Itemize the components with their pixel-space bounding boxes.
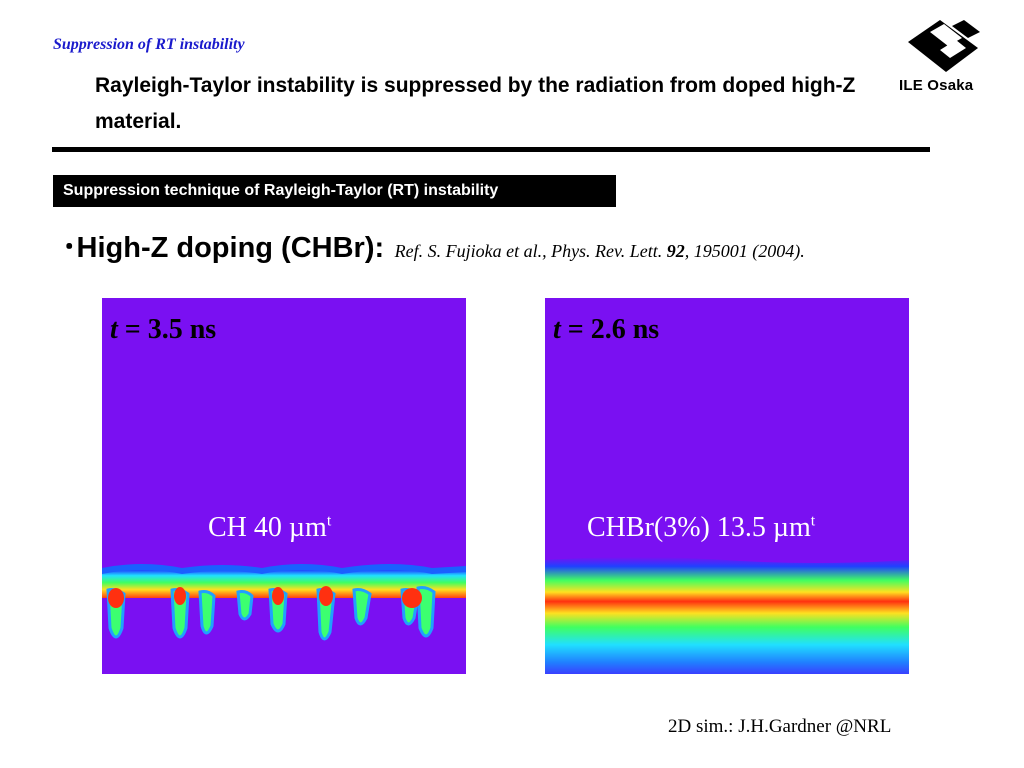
reference-suffix: , 195001 (2004). — [684, 241, 805, 261]
section-title: Suppression of RT instability — [53, 36, 245, 53]
logo-text: ILE Osaka — [899, 77, 974, 94]
bullet-main-text: High-Z doping (CHBr): — [76, 232, 385, 264]
simulation-panel-chbr: t = 2.6 ns CHBr(3%) 13.5 µmt — [545, 298, 909, 674]
divider-rule — [52, 147, 930, 152]
time-label: t = 2.6 ns — [553, 314, 659, 346]
simulation-credit: 2D sim.: J.H.Gardner @NRL — [668, 716, 892, 737]
material-text: CH 40 µm — [208, 512, 327, 543]
simulation-panel-ch: t = 3.5 ns CH 40 µmt — [102, 298, 466, 674]
ile-osaka-logo — [900, 20, 1000, 100]
time-variable: t — [553, 314, 561, 345]
time-value: = 2.6 ns — [560, 314, 660, 345]
material-sup: t — [326, 512, 332, 530]
reference-volume: 92 — [666, 241, 685, 261]
reference-prefix: Ref. S. Fujioka et al., Phys. Rev. Lett. — [394, 241, 663, 261]
bullet-line: ･High-Z doping (CHBr): Ref. S. Fujioka e… — [62, 224, 805, 266]
rt-suppressed-image — [545, 557, 909, 674]
bullet-marker: ･ — [62, 232, 77, 264]
material-sup: t — [810, 512, 816, 530]
time-variable: t — [110, 314, 118, 345]
subtitle-banner: Suppression technique of Rayleigh-Taylor… — [53, 175, 616, 207]
headline: Rayleigh-Taylor instability is suppresse… — [95, 74, 856, 133]
reference: Ref. S. Fujioka et al., Phys. Rev. Lett.… — [395, 241, 805, 261]
time-label: t = 3.5 ns — [110, 314, 216, 346]
time-value: = 3.5 ns — [117, 314, 217, 345]
material-label: CHBr(3%) 13.5 µmt — [587, 512, 815, 544]
material-text: CHBr(3%) 13.5 µm — [587, 512, 811, 543]
rt-spikes-image — [102, 564, 466, 641]
material-label: CH 40 µmt — [208, 512, 331, 544]
